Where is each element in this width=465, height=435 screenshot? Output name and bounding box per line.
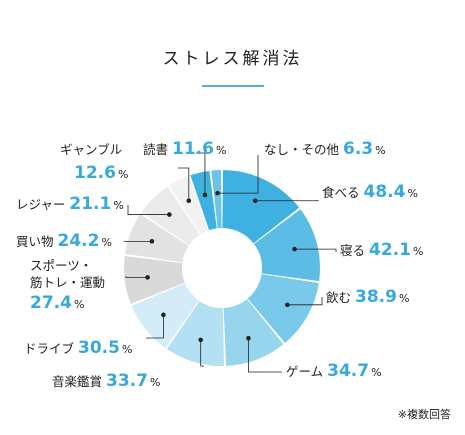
value-unit: % xyxy=(375,144,385,157)
category-name: なし・その他 xyxy=(264,142,343,157)
value-number: 30.5 xyxy=(78,338,120,358)
value-unit: % xyxy=(216,144,226,157)
slice-label: レジャー 21.1% xyxy=(16,194,124,214)
slice-10 xyxy=(169,175,209,235)
value-unit: % xyxy=(101,236,111,249)
slice-label: 飲む 38.9% xyxy=(326,287,409,307)
slice-7 xyxy=(123,255,185,304)
value-number: 12.6 xyxy=(74,163,116,183)
category-name: 読書 xyxy=(143,142,172,157)
value-unit: % xyxy=(407,187,417,200)
value-unit: % xyxy=(122,343,132,356)
leader-line xyxy=(125,276,148,278)
value-number: 11.6 xyxy=(172,139,214,159)
value-unit: % xyxy=(118,168,128,181)
category-name: 飲む xyxy=(326,290,355,305)
value-number: 27.4 xyxy=(30,293,72,313)
leader-line xyxy=(200,339,204,367)
slice-1 xyxy=(222,170,300,244)
value-number: 24.2 xyxy=(57,231,99,251)
slice-8 xyxy=(125,214,189,263)
category-name: ドライブ xyxy=(24,341,78,356)
leader-line xyxy=(127,205,170,215)
slice-label: スポーツ・筋トレ・運動 27.4% xyxy=(30,258,105,313)
value-number: 38.9 xyxy=(355,287,397,307)
category-name: スポーツ・ xyxy=(30,258,92,273)
slice-11 xyxy=(190,170,217,231)
slice-5 xyxy=(166,301,225,366)
value-number: 48.4 xyxy=(363,182,405,202)
category-name: ゲーム xyxy=(286,364,327,379)
leader-line xyxy=(146,314,164,339)
slices xyxy=(123,170,321,366)
slice-4 xyxy=(223,299,284,366)
value-number: 6.3 xyxy=(343,139,373,159)
category-name: 食べる xyxy=(322,185,363,200)
category-name: 筋トレ・運動 xyxy=(30,275,105,290)
slice-label: ドライブ 30.5% xyxy=(24,338,132,358)
value-number: 42.1 xyxy=(369,240,411,260)
slice-label: 買い物 24.2% xyxy=(16,231,112,251)
value-number: 33.7 xyxy=(106,371,148,391)
value-unit: % xyxy=(113,199,123,212)
leader-line xyxy=(255,200,319,202)
value-unit: % xyxy=(371,366,381,379)
slice-3 xyxy=(247,274,319,343)
category-name: ギャンブル xyxy=(60,142,122,157)
leader-line xyxy=(217,155,259,194)
slice-label: ギャンブル 12.6% xyxy=(60,142,128,183)
category-name: レジャー xyxy=(16,197,69,212)
category-name: 音楽鑑賞 xyxy=(52,374,106,389)
leader-line xyxy=(294,248,337,252)
category-name: 買い物 xyxy=(16,234,57,249)
slice-label: ゲーム 34.7% xyxy=(286,361,382,381)
value-unit: % xyxy=(150,376,160,389)
slice-label: 食べる 48.4% xyxy=(322,182,418,202)
slice-12 xyxy=(211,170,222,229)
value-unit: % xyxy=(74,298,84,311)
title-underline xyxy=(202,85,264,87)
value-unit: % xyxy=(413,245,423,258)
value-number: 21.1 xyxy=(69,194,111,214)
category-name: 寝る xyxy=(340,243,369,258)
leader-lines xyxy=(123,152,337,373)
footnote: ※複数回答 xyxy=(397,408,451,421)
leader-line xyxy=(196,152,206,195)
value-unit: % xyxy=(399,292,409,305)
slice-labels: 食べる 48.4 %寝る 42.1 %飲む 38.9 %ゲーム 34.7 %音楽鑑賞 3… xyxy=(16,139,423,391)
slice-2 xyxy=(254,209,321,282)
leader-line xyxy=(178,167,190,201)
chart-title: ストレス解消法 xyxy=(162,49,303,69)
value-number: 34.7 xyxy=(327,361,369,381)
slice-label: なし・その他 6.3% xyxy=(264,139,386,159)
slice-label: 音楽鑑賞 33.7% xyxy=(52,371,160,391)
slice-label: 読書 11.6% xyxy=(143,139,226,159)
slice-label: 寝る 42.1% xyxy=(340,240,423,260)
leader-line xyxy=(248,338,282,373)
leader-line xyxy=(287,297,323,306)
